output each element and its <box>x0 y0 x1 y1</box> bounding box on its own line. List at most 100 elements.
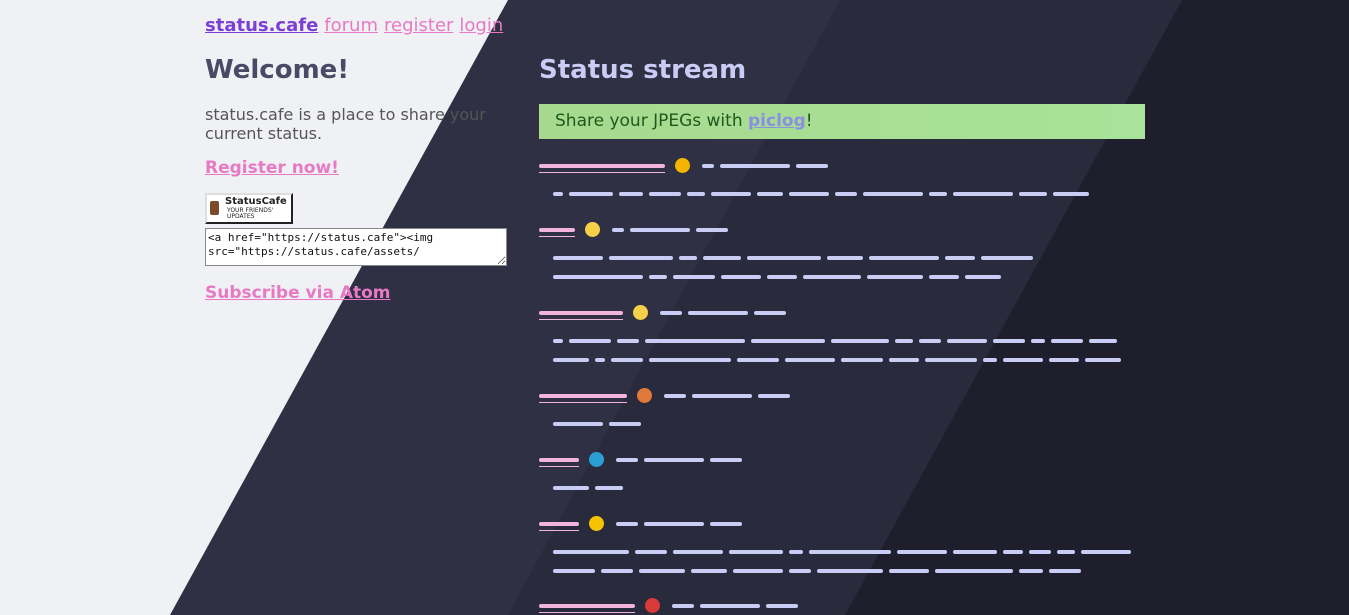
text-redacted <box>553 358 589 362</box>
text-redacted <box>1019 569 1043 573</box>
text-redacted <box>1019 192 1047 196</box>
text-redacted <box>1085 358 1121 362</box>
text-redacted <box>711 192 751 196</box>
text-redacted <box>733 569 783 573</box>
text-redacted <box>595 486 623 490</box>
text-redacted <box>785 358 835 362</box>
text-redacted <box>1057 550 1075 554</box>
text-redacted <box>1089 339 1117 343</box>
text-redacted <box>889 358 919 362</box>
nav-link[interactable]: register <box>384 15 454 36</box>
text-redacted <box>553 275 643 279</box>
username-underline <box>539 319 623 320</box>
text-redacted <box>817 569 883 573</box>
text-redacted <box>737 358 779 362</box>
time-redacted <box>692 394 752 398</box>
text-redacted <box>947 339 987 343</box>
text-redacted <box>895 339 913 343</box>
time-redacted <box>660 311 682 315</box>
time-redacted <box>758 394 790 398</box>
text-redacted <box>867 275 923 279</box>
text-redacted <box>609 422 641 426</box>
text-redacted <box>1053 192 1089 196</box>
text-redacted <box>595 358 605 362</box>
text-redacted <box>929 275 959 279</box>
text-redacted <box>869 256 939 260</box>
banner-link[interactable]: piclog <box>748 111 806 131</box>
nav: status.cafe forum register login <box>205 15 509 36</box>
text-redacted <box>553 192 563 196</box>
username-underline <box>539 612 635 613</box>
text-redacted <box>965 275 1001 279</box>
text-redacted <box>747 256 821 260</box>
text-redacted <box>553 486 589 490</box>
text-redacted <box>1003 550 1023 554</box>
text-redacted <box>639 569 685 573</box>
time-redacted <box>616 522 638 526</box>
username-redacted <box>539 522 579 526</box>
text-redacted <box>635 550 667 554</box>
register-link[interactable]: Register now! <box>205 158 339 178</box>
status-emoji <box>589 452 604 467</box>
status-emoji <box>633 305 648 320</box>
time-redacted <box>710 458 742 462</box>
text-redacted <box>767 275 797 279</box>
time-redacted <box>612 228 624 232</box>
text-redacted <box>619 192 643 196</box>
text-redacted <box>803 275 861 279</box>
banner: Share your JPEGs with piclog! <box>539 104 1145 139</box>
badge[interactable]: StatusCafe YOUR FRIENDS' UPDATES <box>205 193 293 224</box>
username-underline <box>539 402 627 403</box>
time-redacted <box>754 311 786 315</box>
text-redacted <box>601 569 633 573</box>
stream-heading: Status stream <box>539 55 747 85</box>
text-redacted <box>617 339 639 343</box>
username-underline <box>539 236 575 237</box>
embed-code[interactable]: <a href="https://status.cafe"><img src="… <box>205 228 507 266</box>
text-redacted <box>649 192 681 196</box>
banner-text: ! <box>805 111 813 131</box>
badge-subtitle: YOUR FRIENDS' UPDATES <box>227 207 274 220</box>
status-emoji <box>637 388 652 403</box>
text-redacted <box>945 256 975 260</box>
text-redacted <box>687 192 705 196</box>
text-redacted <box>609 256 673 260</box>
username-redacted <box>539 228 575 232</box>
time-redacted <box>766 604 798 608</box>
status-emoji <box>645 598 660 613</box>
text-redacted <box>645 339 745 343</box>
time-redacted <box>710 522 742 526</box>
nav-link[interactable]: login <box>459 15 504 36</box>
username-redacted <box>539 164 665 168</box>
username-redacted <box>539 394 627 398</box>
time-redacted <box>696 228 728 232</box>
nav-link[interactable]: status.cafe <box>205 15 319 36</box>
text-redacted <box>831 339 889 343</box>
text-redacted <box>953 192 1013 196</box>
text-redacted <box>827 256 863 260</box>
text-redacted <box>953 550 997 554</box>
text-redacted <box>1003 358 1043 362</box>
banner-text: Share your JPEGs with <box>555 111 749 131</box>
text-redacted <box>1031 339 1045 343</box>
text-redacted <box>611 358 643 362</box>
badge-cup <box>210 201 219 215</box>
text-redacted <box>897 550 947 554</box>
text-redacted <box>789 550 803 554</box>
text-redacted <box>1081 550 1131 554</box>
time-redacted <box>664 394 686 398</box>
text-redacted <box>649 275 667 279</box>
text-redacted <box>673 550 723 554</box>
username-underline <box>539 466 579 467</box>
time-redacted <box>796 164 828 168</box>
subscribe-link[interactable]: Subscribe via Atom <box>205 283 391 303</box>
time-redacted <box>644 522 704 526</box>
description: status.cafe is a place to share your cur… <box>205 105 486 143</box>
text-redacted <box>983 358 997 362</box>
text-redacted <box>993 339 1025 343</box>
status-emoji <box>585 222 600 237</box>
text-redacted <box>1051 339 1083 343</box>
nav-link[interactable]: forum <box>324 15 378 36</box>
